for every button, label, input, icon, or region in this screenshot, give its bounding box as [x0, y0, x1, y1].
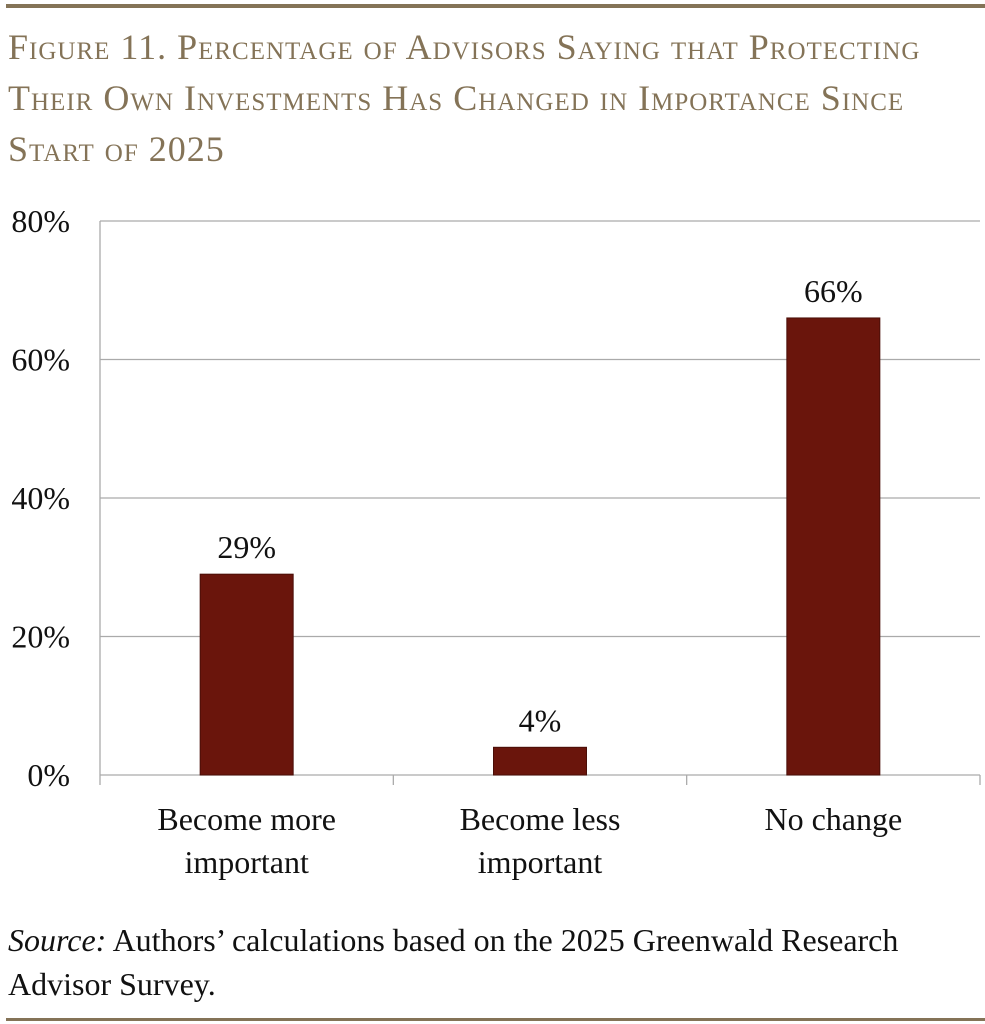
source-label: Source: — [8, 922, 107, 958]
x-tick-label: Become less — [460, 801, 621, 837]
source-text: Authors’ calculations based on the 2025 … — [8, 922, 899, 1002]
top-rule — [6, 4, 985, 8]
data-label: 4% — [519, 702, 562, 738]
x-tick-label: Become more — [157, 801, 336, 837]
y-tick-label: 0% — [27, 757, 70, 793]
y-tick-label: 60% — [11, 342, 70, 378]
bottom-rule — [6, 1018, 985, 1021]
data-label: 66% — [804, 273, 863, 309]
bar — [493, 746, 587, 776]
bar — [786, 317, 881, 776]
bar — [199, 573, 294, 776]
data-label: 29% — [217, 529, 276, 565]
figure-title: Figure 11. Percentage of Advisors Saying… — [8, 27, 921, 169]
x-tick-label: No change — [764, 801, 902, 837]
bar-chart: 0% 20% 40% 60% 80% 29% Become more important 4% B… — [11, 203, 981, 880]
x-tick-label: important — [478, 844, 603, 880]
y-tick-label: 20% — [11, 619, 70, 655]
source-note: Source: Authors’ calculations based on t… — [8, 918, 978, 1006]
x-tick-label: important — [184, 844, 309, 880]
y-tick-label: 80% — [11, 203, 70, 239]
y-tick-label: 40% — [11, 480, 70, 516]
